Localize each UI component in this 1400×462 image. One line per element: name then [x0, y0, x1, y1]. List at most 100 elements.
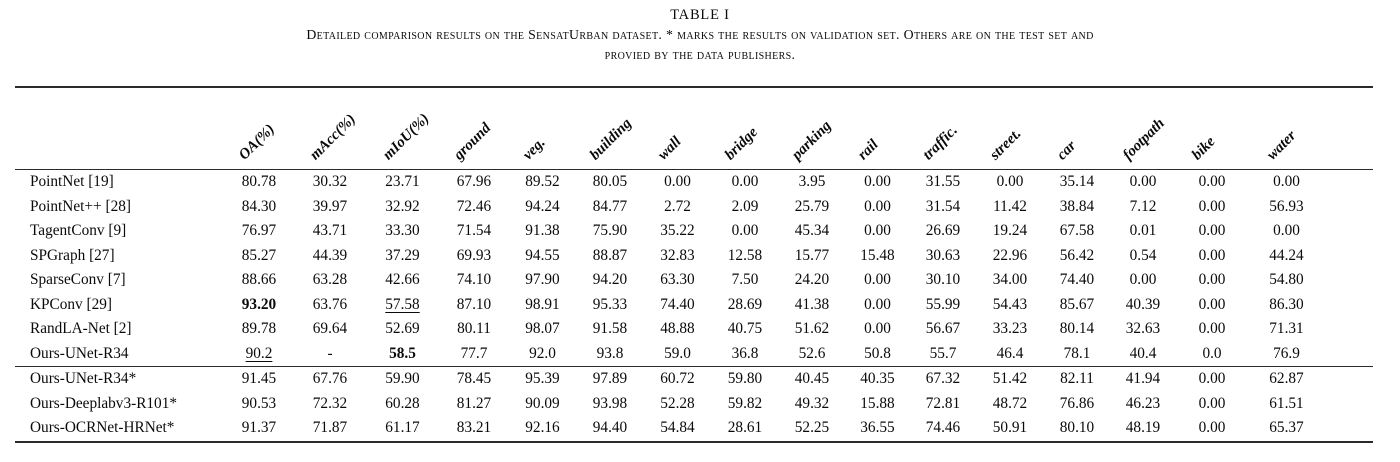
cell-value: 0.00	[1198, 295, 1226, 313]
caption-line-1: Detailed comparison results on the Sensa…	[306, 27, 1094, 42]
cell-value: 94.24	[525, 197, 560, 215]
cell-value: 0.00	[1198, 370, 1226, 387]
cell-value: 75.90	[592, 222, 628, 239]
row-label: PointNet [19]	[30, 173, 114, 190]
cell-value: 87.10	[456, 295, 492, 313]
cell-value: 44.24	[1269, 246, 1304, 264]
cell-value: 52.6	[798, 344, 826, 362]
cell-value: 40.45	[794, 370, 830, 387]
row-label: RandLA-Net [2]	[30, 320, 132, 337]
cell-value: 93.20	[241, 295, 277, 313]
cell-value: 59.0	[664, 344, 691, 362]
cell-value: 51.62	[794, 320, 830, 337]
cell-value: 48.19	[1125, 419, 1161, 436]
table-row: TagentConv [9] 76.97 43.71 33.30 71.54 91.38 7…	[15, 219, 1373, 244]
cell-value: 93.98	[592, 394, 628, 412]
cell-value: 80.11	[457, 320, 491, 337]
column-header: mIoU(%)	[379, 110, 433, 164]
cell-value: 40.4	[1129, 344, 1157, 362]
cell-value: 74.46	[925, 419, 961, 436]
cell-value: 76.9	[1273, 344, 1300, 362]
cell-value: 67.76	[312, 370, 348, 387]
cell-value: 58.5	[389, 344, 416, 362]
caption-line-2: provied by the data publishers.	[604, 47, 796, 62]
cell-value: 39.97	[312, 197, 348, 215]
cell-value: 52.28	[660, 394, 695, 412]
cell-value: 48.72	[992, 394, 1028, 412]
cell-value: 80.10	[1059, 419, 1095, 436]
cell-value: 88.87	[592, 246, 628, 264]
cell-value: 0.00	[1198, 173, 1226, 190]
cell-value: 19.24	[992, 222, 1028, 239]
cell-value: 94.55	[525, 246, 560, 264]
cell-value: 91.45	[241, 370, 277, 387]
cell-value: 76.86	[1059, 394, 1095, 412]
results-table: OA(%) mAcc(%) mIoU(%) ground veg. building wal…	[15, 86, 1373, 443]
column-header: water	[1263, 127, 1299, 164]
table-group: PointNet [19] 80.78 30.32 23.71 67.96 89.52 80…	[15, 170, 1373, 366]
cell-value: 98.07	[525, 320, 560, 337]
column-header: bike	[1188, 133, 1219, 164]
table-group: Ours-UNet-R34* 91.45 67.76 59.90 78.45 95.39 9…	[15, 366, 1373, 441]
cell-value: 83.21	[456, 419, 492, 436]
cell-value: 72.46	[456, 197, 492, 215]
cell-value: 40.75	[727, 320, 763, 337]
cell-value: 54.43	[992, 295, 1028, 313]
cell-value: 89.52	[525, 173, 560, 190]
column-header: wall	[654, 133, 685, 164]
cell-value: 26.69	[925, 222, 961, 239]
cell-value: 56.42	[1059, 246, 1095, 264]
table-body: PointNet [19] 80.78 30.32 23.71 67.96 89.52 80…	[15, 170, 1373, 441]
cell-value: 90.53	[241, 394, 277, 412]
cell-value: 74.40	[660, 295, 695, 313]
table-row: SPGraph [27] 85.27 44.39 37.29 69.93 94.55 88.…	[15, 244, 1373, 269]
cell-value: 15.88	[860, 394, 895, 412]
cell-value: 76.97	[241, 222, 277, 239]
table-row: KPConv [29] 93.20 63.76 57.58 87.10 98.91 95.3…	[15, 293, 1373, 318]
cell-value: 2.09	[731, 197, 759, 215]
cell-value: 15.48	[860, 246, 895, 264]
cell-value: 59.80	[727, 370, 763, 387]
cell-value: 97.89	[592, 370, 628, 387]
cell-value: 71.87	[312, 419, 348, 436]
cell-value: 48.88	[660, 320, 695, 337]
cell-value: 41.38	[794, 295, 830, 313]
cell-value: 94.40	[592, 419, 628, 436]
cell-value: 56.67	[925, 320, 961, 337]
cell-value: 0.00	[1129, 271, 1157, 288]
column-header: OA(%)	[235, 121, 278, 164]
cell-value: 15.77	[794, 246, 830, 264]
cell-value: 89.78	[241, 320, 277, 337]
cell-value: 81.27	[456, 394, 492, 412]
cell-value: 91.58	[592, 320, 628, 337]
cell-value: 62.87	[1269, 370, 1304, 387]
cell-value: 11.42	[993, 197, 1027, 215]
cell-value: 0.00	[1273, 222, 1300, 239]
cell-value: 59.90	[385, 370, 420, 387]
cell-value: 0.00	[1198, 419, 1226, 436]
cell-value: 32.92	[385, 197, 420, 215]
cell-value: 0.00	[864, 320, 891, 337]
cell-value: 42.66	[385, 271, 420, 288]
cell-value: 0.00	[731, 173, 759, 190]
cell-value: 0.00	[864, 271, 891, 288]
cell-value: 0.00	[1198, 246, 1226, 264]
column-header: veg.	[519, 134, 549, 164]
row-label: TagentConv [9]	[30, 222, 127, 239]
cell-value: 86.30	[1269, 295, 1304, 313]
column-header: traffic.	[919, 122, 961, 164]
cell-value: 78.45	[456, 370, 492, 387]
cell-value: 85.27	[241, 246, 277, 264]
cell-value: 80.05	[592, 173, 628, 190]
cell-value: 35.14	[1059, 173, 1095, 190]
row-label: KPConv [29]	[30, 295, 113, 313]
cell-value: 71.31	[1269, 320, 1304, 337]
cell-value: 31.55	[925, 173, 961, 190]
cell-value: 31.54	[925, 197, 961, 215]
cell-value: -	[327, 344, 333, 362]
cell-value: 7.50	[731, 271, 759, 288]
cell-value: 37.29	[385, 246, 420, 264]
cell-value: 23.71	[385, 173, 420, 190]
cell-value: 25.79	[794, 197, 830, 215]
cell-value: 7.12	[1129, 197, 1157, 215]
